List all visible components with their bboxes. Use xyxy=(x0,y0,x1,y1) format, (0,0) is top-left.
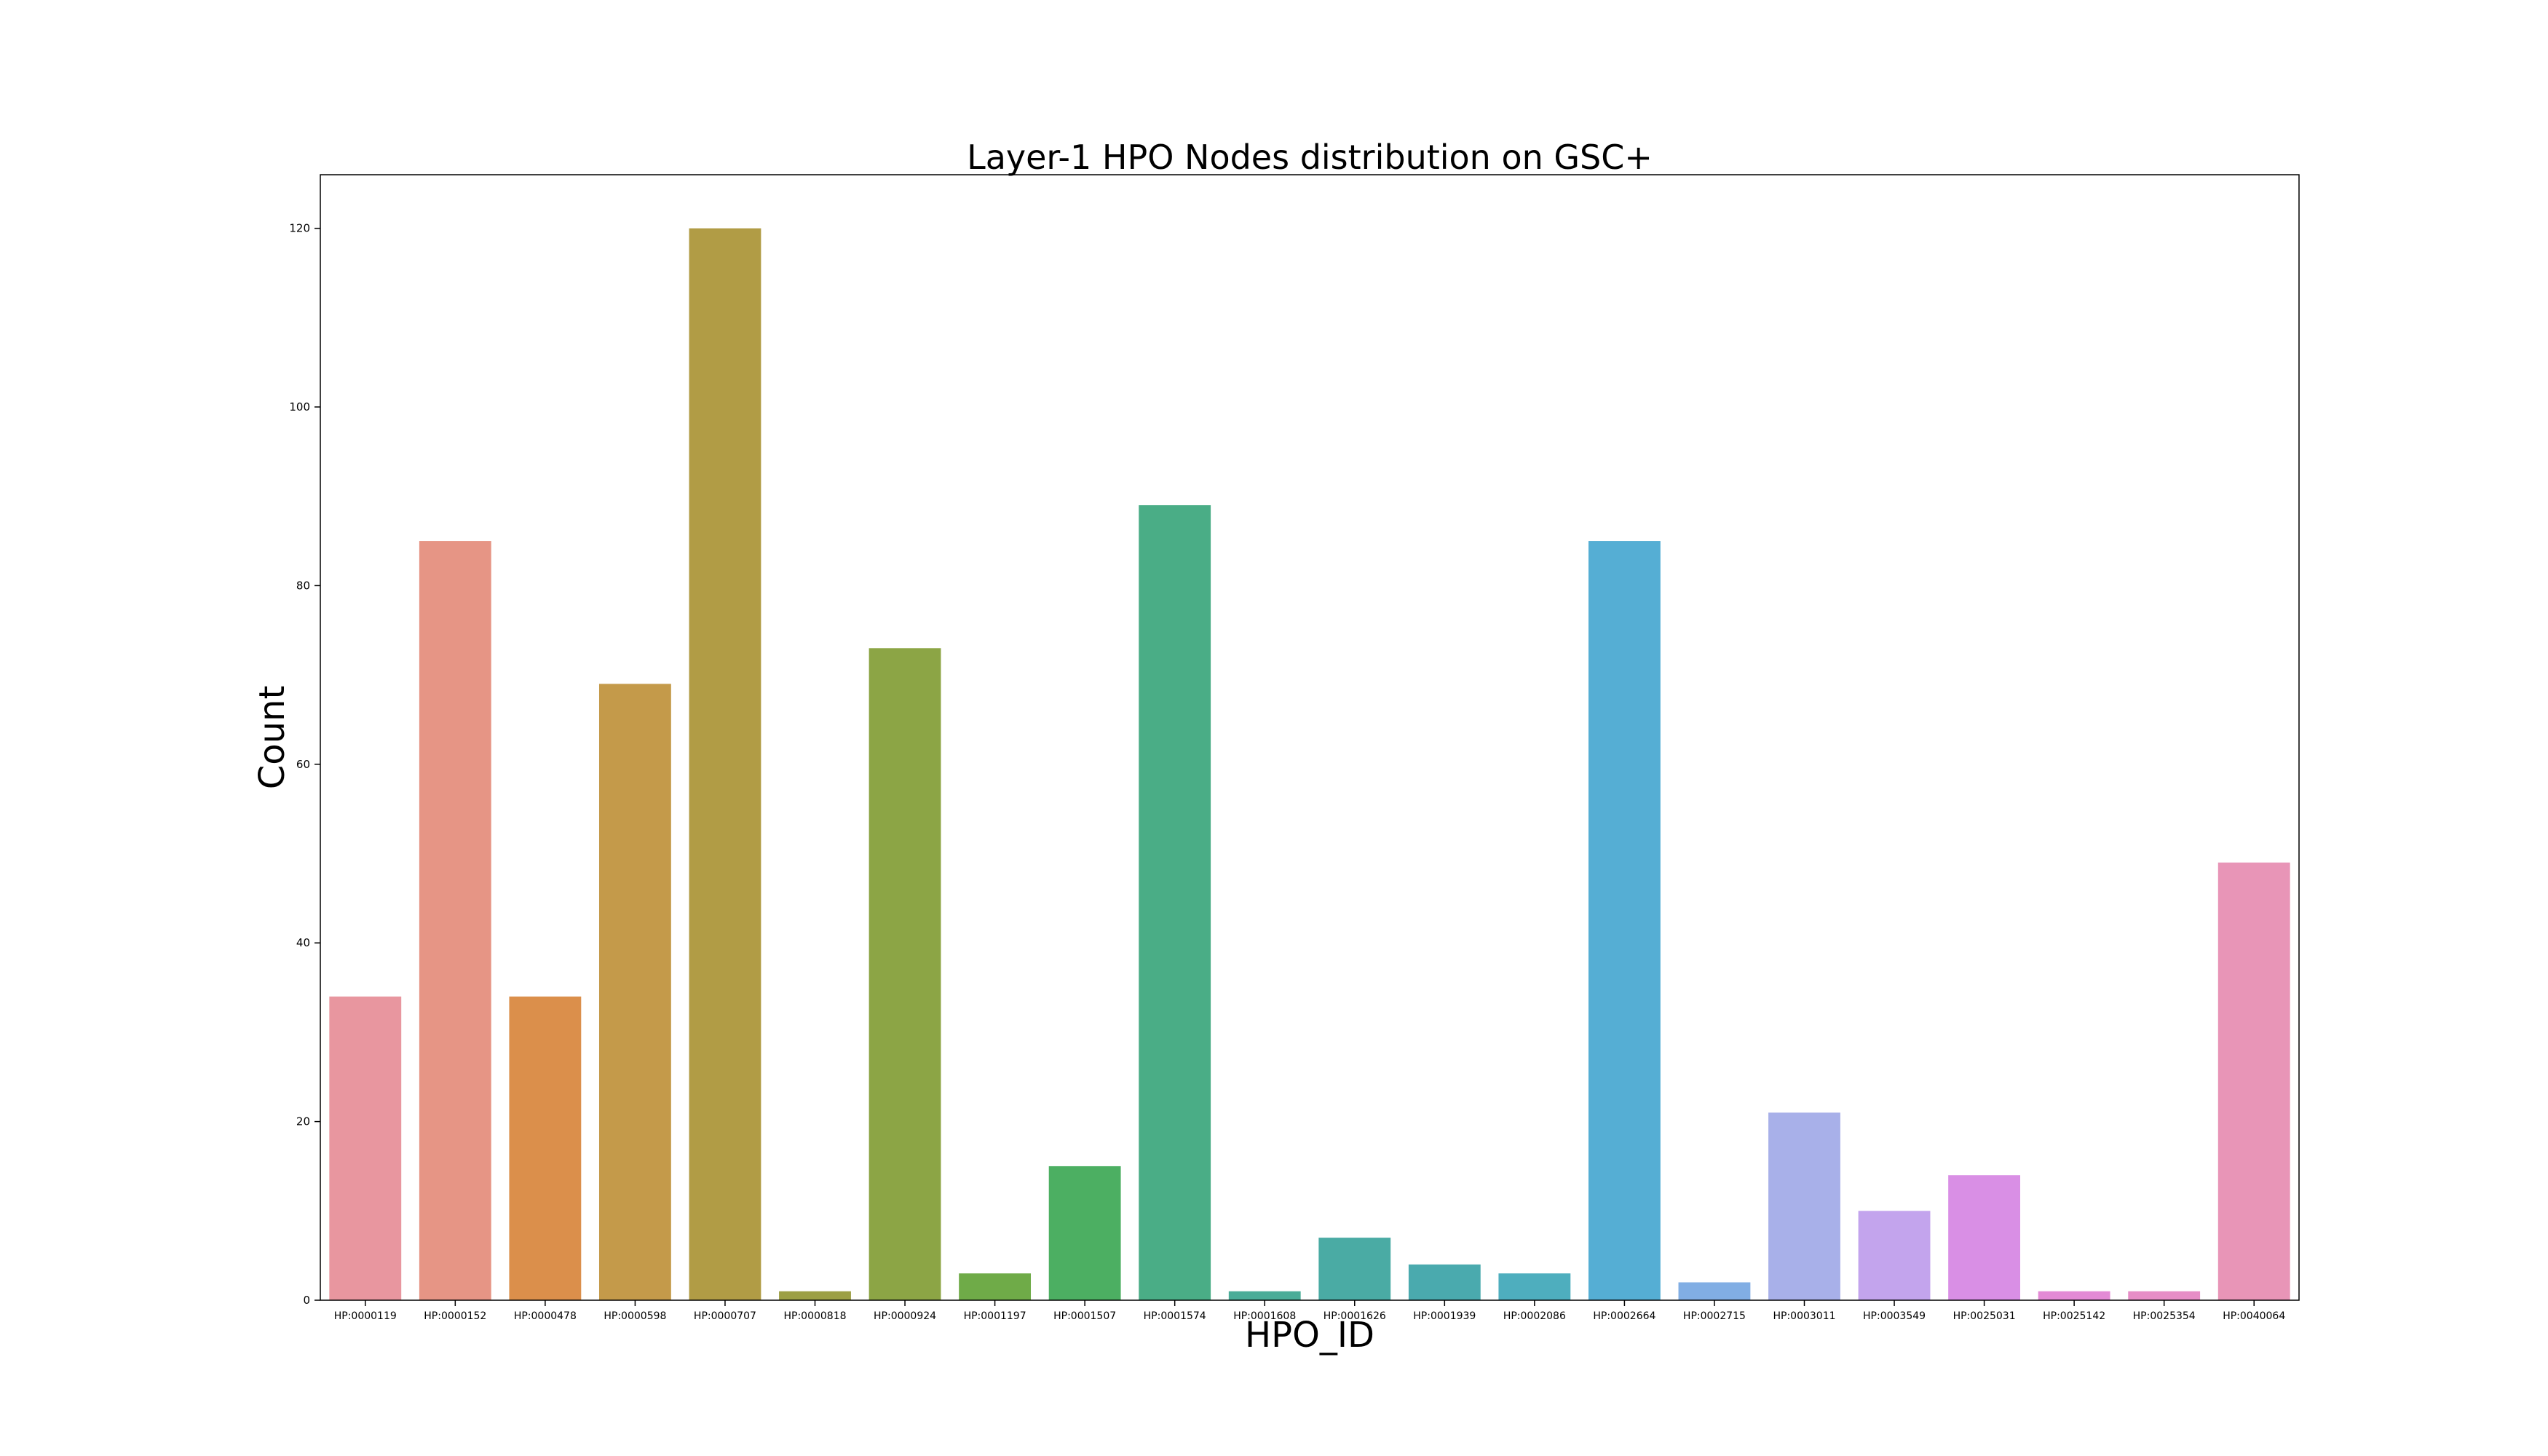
x-tick-label: HP:0003011 xyxy=(1773,1310,1835,1322)
y-tick-label: 60 xyxy=(296,758,310,771)
x-tick-label: HP:0000924 xyxy=(874,1310,936,1322)
x-tick-label: HP:0002086 xyxy=(1503,1310,1566,1322)
bar-hp-0000598 xyxy=(598,684,671,1300)
bar-hp-0000707 xyxy=(689,228,761,1301)
y-tick-label: 100 xyxy=(289,400,310,414)
bar-hp-0001939 xyxy=(1408,1264,1481,1300)
bar-hp-0001626 xyxy=(1318,1238,1391,1300)
x-tick-label: HP:0000478 xyxy=(514,1310,577,1322)
bar-hp-0001574 xyxy=(1139,505,1211,1300)
x-tick-label: HP:0002664 xyxy=(1593,1310,1655,1322)
bars-layer xyxy=(329,228,2290,1301)
y-axis: 0 20 40 60 80 100 120 xyxy=(289,222,320,1307)
x-tick-label: HP:0003549 xyxy=(1863,1310,1926,1322)
chart-title: Layer-1 HPO Nodes distribution on GSC+ xyxy=(967,138,1653,177)
y-tick-label: 80 xyxy=(296,579,310,592)
bar-hp-0000818 xyxy=(779,1291,851,1300)
x-tick-label: HP:0001626 xyxy=(1324,1310,1386,1322)
y-axis-title: Count xyxy=(252,686,293,790)
x-tick-label: HP:0040064 xyxy=(2223,1310,2285,1322)
bar-hp-0000924 xyxy=(869,648,941,1300)
x-axis-title: HPO_ID xyxy=(1245,1315,1374,1356)
x-tick-label: HP:0025142 xyxy=(2043,1310,2105,1322)
bar-hp-0025031 xyxy=(1948,1175,2021,1300)
x-axis: HP:0000119 HP:0000152 HP:0000478 HP:0000598… xyxy=(334,1300,2285,1322)
bar-hp-0003011 xyxy=(1768,1112,1840,1300)
x-tick-label: HP:0001507 xyxy=(1053,1310,1116,1322)
x-tick-label: HP:0000818 xyxy=(783,1310,846,1322)
x-tick-label: HP:0001939 xyxy=(1413,1310,1476,1322)
y-tick-label: 40 xyxy=(296,936,310,949)
x-tick-label: HP:0000152 xyxy=(424,1310,486,1322)
x-tick-label: HP:0025354 xyxy=(2133,1310,2196,1322)
bar-hp-0002664 xyxy=(1588,541,1661,1300)
y-tick-label: 20 xyxy=(296,1115,310,1128)
bar-hp-0000478 xyxy=(509,996,582,1300)
bar-hp-0001608 xyxy=(1228,1291,1301,1300)
x-tick-label: HP:0002715 xyxy=(1683,1310,1746,1322)
x-tick-label: HP:0000598 xyxy=(604,1310,666,1322)
x-tick-label: HP:0000707 xyxy=(694,1310,756,1322)
bar-hp-0002715 xyxy=(1678,1282,1751,1300)
bar-hp-0001197 xyxy=(959,1273,1032,1300)
x-tick-label: HP:0001608 xyxy=(1233,1310,1296,1322)
plot-frame xyxy=(320,174,2300,1301)
x-tick-label: HP:0001574 xyxy=(1144,1310,1206,1322)
bar-hp-0001507 xyxy=(1048,1166,1121,1300)
x-tick-label: HP:0025031 xyxy=(1953,1310,2016,1322)
bar-hp-0000152 xyxy=(419,541,491,1300)
x-tick-label: HP:0001197 xyxy=(964,1310,1026,1322)
bar-hp-0025142 xyxy=(2038,1291,2110,1300)
y-tick-label: 120 xyxy=(289,222,310,235)
bar-hp-0000119 xyxy=(329,996,402,1300)
bar-hp-0040064 xyxy=(2217,862,2290,1300)
y-tick-label: 0 xyxy=(303,1294,310,1307)
bar-hp-0025354 xyxy=(2128,1291,2201,1300)
bar-hp-0003549 xyxy=(1858,1211,1931,1300)
x-tick-label: HP:0000119 xyxy=(334,1310,397,1322)
bar-hp-0002086 xyxy=(1498,1273,1571,1300)
